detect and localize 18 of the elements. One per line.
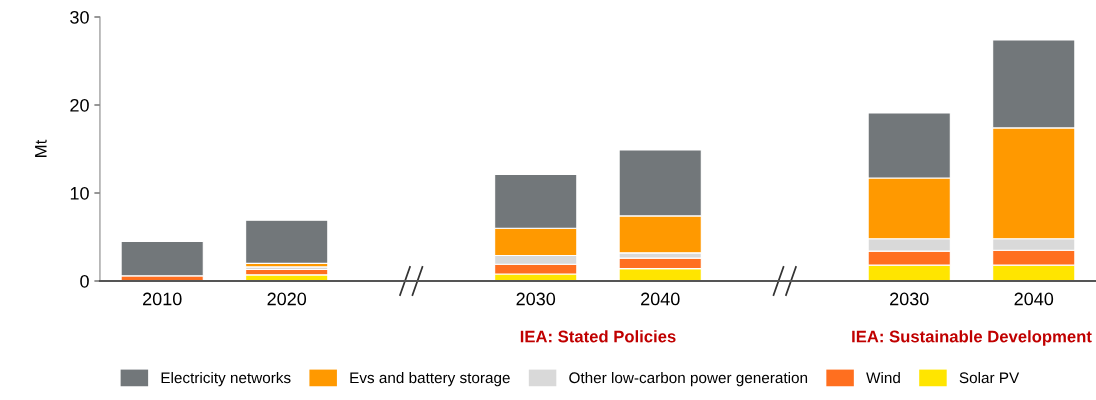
x-tick-label: 2040 [641, 292, 680, 306]
legend-label: Solar PV [959, 371, 1020, 384]
y-axis-title: Mt [35, 139, 47, 157]
x-tick-label: 2030 [516, 292, 556, 306]
x-tick-label: 2030 [890, 292, 929, 306]
x-tick-label: 2040 [1014, 292, 1054, 306]
y-tick-label: 30 [70, 10, 89, 24]
x-tick-label: 2010 [143, 292, 182, 306]
text: IEA: Sustainable Development [852, 330, 1092, 346]
y-tick-label: 10 [70, 186, 89, 200]
legend-label: Wind [866, 371, 900, 384]
text: IEA: Stated Policies [520, 330, 676, 343]
legend-label: Other low-carbon power generation [569, 371, 808, 387]
x-tick-label: 2020 [267, 292, 307, 306]
legend-label: Electricity networks [161, 371, 291, 387]
y-tick-label: 0 [80, 274, 89, 288]
legend-label: Evs and battery storage [350, 371, 510, 387]
y-tick-label: 20 [70, 98, 89, 112]
